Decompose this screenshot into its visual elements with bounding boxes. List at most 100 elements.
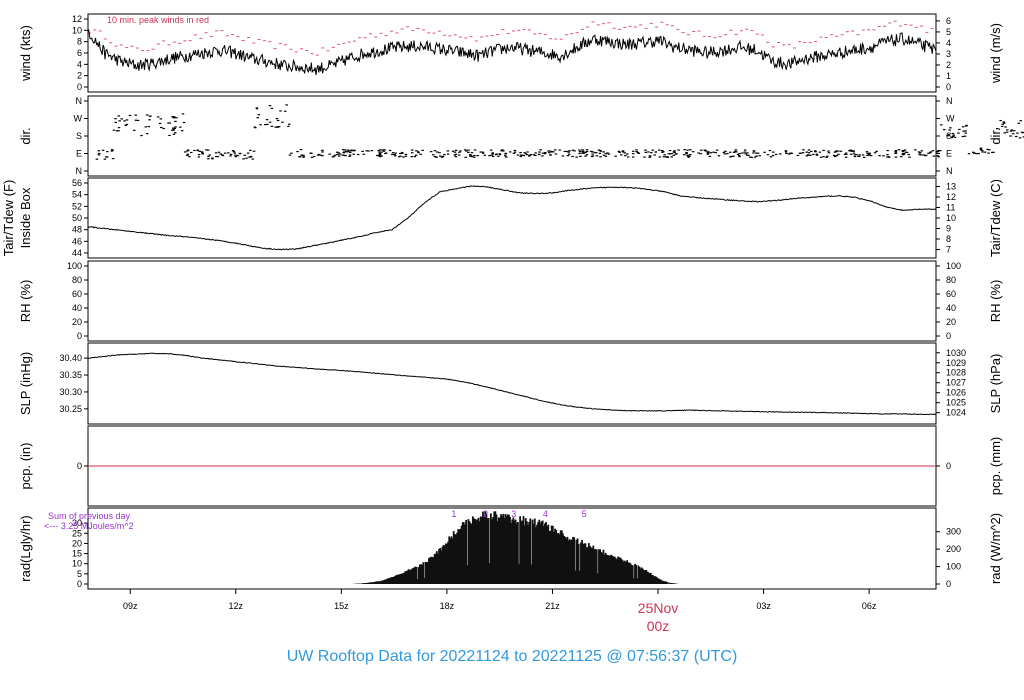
radiation-bar xyxy=(430,556,433,584)
radiation-bar xyxy=(389,577,392,584)
radiation-bar xyxy=(377,581,380,584)
radiation-bar xyxy=(522,516,525,584)
radiation-bar xyxy=(432,557,435,584)
radiation-bar xyxy=(491,519,493,584)
radiation-bar xyxy=(452,531,455,584)
radiation-bar xyxy=(645,569,648,584)
y-axis-label-right: rad (W/m^2) xyxy=(988,513,1003,584)
radiation-bar xyxy=(666,582,669,584)
radiation-bar xyxy=(554,528,556,584)
radiation-bar xyxy=(515,523,518,584)
radiation-bar xyxy=(592,545,595,584)
radiation-bar xyxy=(403,572,406,584)
y-tick-label-right: 1028 xyxy=(946,368,966,378)
panel-frame xyxy=(87,13,937,93)
y-tick-label-right: 8 xyxy=(946,234,951,244)
radiation-bar xyxy=(496,521,499,584)
y-tick-label-left: 20 xyxy=(72,317,82,327)
y-tick-label-left: 60 xyxy=(72,289,82,299)
radiation-bar xyxy=(417,567,420,584)
y-tick-label-right: 1027 xyxy=(946,378,966,388)
radiation-bar xyxy=(492,517,495,584)
y-axis-label-left: dir. xyxy=(18,127,33,144)
y-axis-label-left: Inside Box xyxy=(18,187,33,248)
y-tick-label-right: N xyxy=(946,166,953,176)
y-tick-label-left: 20 xyxy=(72,538,82,548)
radiation-marker: 5 xyxy=(582,509,587,519)
radiation-bar xyxy=(366,582,368,584)
radiation-bar xyxy=(424,561,427,584)
radiation-bar xyxy=(618,557,621,584)
y-tick-label-left: W xyxy=(74,114,83,124)
y-tick-label-left: 56 xyxy=(72,178,82,188)
panel-frame xyxy=(87,342,937,425)
radiation-marker: 4 xyxy=(543,509,548,519)
radiation-bar xyxy=(465,519,468,584)
radiation-bar xyxy=(518,564,520,584)
radiation-bar xyxy=(456,532,458,584)
y-tick-label-left: 30.35 xyxy=(59,370,82,380)
y-tick-label-right: 1024 xyxy=(946,408,966,418)
radiation-bar xyxy=(520,520,523,584)
y-tick-label-right: W xyxy=(946,114,955,124)
radiation-bar xyxy=(527,524,529,584)
radiation-bar xyxy=(419,564,421,584)
radiation-bar xyxy=(475,520,478,584)
radiation-bar xyxy=(379,581,382,584)
radiation-bar xyxy=(653,576,656,584)
y-axis-label-right: RH (%) xyxy=(988,280,1003,323)
y-tick-label-right: 2 xyxy=(946,60,951,70)
radiation-bar xyxy=(529,518,532,584)
y-tick-label-left: 30 xyxy=(72,518,82,528)
radiation-bar xyxy=(402,573,404,584)
radiation-bar xyxy=(672,583,675,584)
radiation-bar xyxy=(640,567,643,584)
date-marker: 00z xyxy=(647,618,670,634)
y-tick-label-left: 54 xyxy=(72,190,82,200)
radiation-bar xyxy=(567,540,570,584)
radiation-bar xyxy=(480,516,483,584)
radiation-bar xyxy=(484,511,487,584)
radiation-bar xyxy=(654,576,657,584)
radiation-bar xyxy=(371,582,374,584)
radiation-bar xyxy=(438,548,440,584)
y-tick-label-right: 40 xyxy=(946,303,956,313)
y-tick-label-left: 10 xyxy=(72,25,82,35)
radiation-marker: 3 xyxy=(511,509,516,519)
y-axis-label-right: Tair/Tdew (C) xyxy=(988,179,1003,257)
radiation-bar xyxy=(440,550,443,584)
y-tick-label-right: 4 xyxy=(946,38,951,48)
radiation-bar xyxy=(658,579,661,584)
radiation-bar xyxy=(410,569,412,584)
radiation-bar xyxy=(540,521,543,584)
radiation-bar xyxy=(393,576,395,584)
radiation-bar xyxy=(495,514,498,584)
radiation-bar xyxy=(571,539,573,584)
x-tick-label: 03z xyxy=(756,601,771,611)
radiation-bar xyxy=(627,562,630,584)
y-tick-label-right: 200 xyxy=(946,544,961,554)
radiation-bar xyxy=(396,574,399,584)
radiation-bar xyxy=(628,562,631,584)
panel-frame xyxy=(87,507,937,590)
radiation-bar xyxy=(509,516,511,584)
radiation-bar xyxy=(385,579,388,584)
radiation-bar xyxy=(670,583,672,584)
radiation-bar xyxy=(620,558,623,584)
y-tick-label-left: 30.30 xyxy=(59,387,82,397)
radiation-bar xyxy=(384,579,386,584)
radiation-bar xyxy=(608,555,611,584)
radiation-bar xyxy=(373,581,376,584)
y-tick-label-left: 48 xyxy=(72,225,82,235)
x-tick-label: 06z xyxy=(862,601,877,611)
radiation-bar xyxy=(559,530,562,584)
radiation-bar xyxy=(398,574,401,584)
y-tick-label-left: 100 xyxy=(67,261,82,271)
radiation-bar xyxy=(598,549,600,584)
radiation-bar xyxy=(630,564,633,584)
radiation-bar xyxy=(455,534,457,584)
radiation-bar xyxy=(435,551,438,584)
y-tick-label-left: 46 xyxy=(72,236,82,246)
radiation-bar xyxy=(414,566,417,584)
y-tick-label-left: 52 xyxy=(72,201,82,211)
